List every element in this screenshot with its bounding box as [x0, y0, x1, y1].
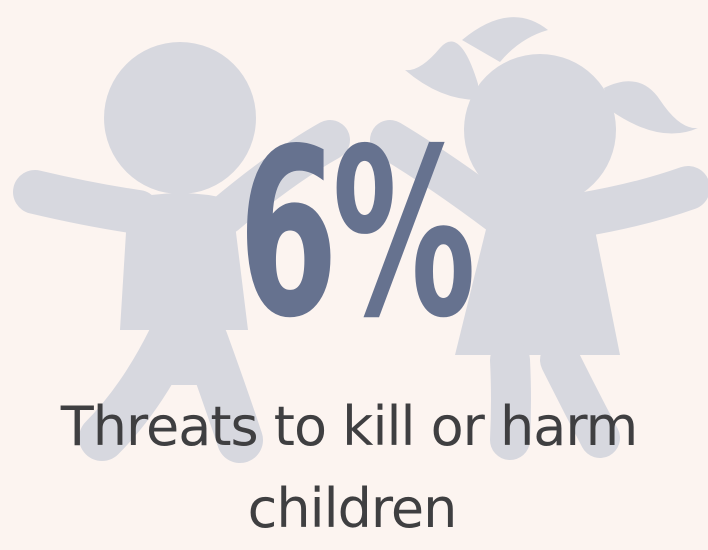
boy-right-arm: [205, 120, 350, 235]
girl-pigtail-right: [604, 81, 698, 134]
boy-right-leg: [182, 317, 263, 463]
children-holding-hands-icon: [13, 17, 708, 463]
girl-left-leg: [490, 340, 531, 460]
girl-head: [464, 54, 616, 206]
caption-line-1: Threats to kill or harm: [60, 395, 638, 458]
caption-line-2: children: [247, 477, 458, 540]
boy-body: [120, 193, 248, 385]
girl-right-leg: [540, 340, 620, 458]
boy-head: [104, 42, 256, 194]
girl-hair-top: [462, 17, 548, 62]
girl-left-arm: [370, 120, 520, 235]
infographic-card: 6% Threats to kill or harm children: [13, 17, 708, 540]
girl-right-arm: [558, 166, 708, 237]
stat-percentage: 6%: [238, 99, 476, 369]
boy-left-leg: [79, 317, 193, 461]
stat-caption: Threats to kill or harm children: [0, 386, 708, 550]
girl-pigtail-left: [405, 41, 478, 100]
boy-left-arm: [13, 170, 160, 234]
